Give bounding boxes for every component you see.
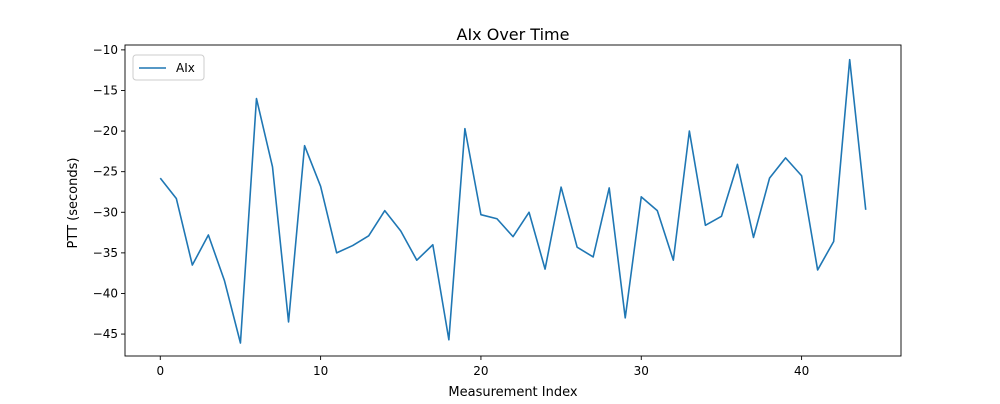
x-tick-label: 40 <box>794 364 809 378</box>
x-tick-label: 0 <box>156 364 164 378</box>
legend-label: AIx <box>176 61 195 75</box>
y-tick-label: −25 <box>93 165 118 179</box>
y-tick-label: −40 <box>93 286 118 300</box>
chart-title: AIx Over Time <box>457 25 570 44</box>
y-tick-label: −35 <box>93 246 118 260</box>
x-tick-label: 20 <box>473 364 488 378</box>
x-axis-label: Measurement Index <box>448 385 577 400</box>
x-tick-label: 10 <box>313 364 328 378</box>
y-tick-label: −15 <box>93 83 118 97</box>
x-tick-label: 30 <box>634 364 649 378</box>
series-line-aix <box>159 58 867 344</box>
y-tick-label: −45 <box>93 327 118 341</box>
y-tick-label: −30 <box>93 205 118 219</box>
y-axis-label: PTT (seconds) <box>66 158 81 249</box>
plot-area: 0 10 20 30 40 −45 −40 −35 −30 −25 −20 −15 −10 AIx <box>93 43 902 378</box>
legend-box <box>132 54 205 81</box>
plot-frame <box>124 44 902 357</box>
y-tick-label: −20 <box>93 124 118 138</box>
y-tick-label: −10 <box>93 43 118 57</box>
